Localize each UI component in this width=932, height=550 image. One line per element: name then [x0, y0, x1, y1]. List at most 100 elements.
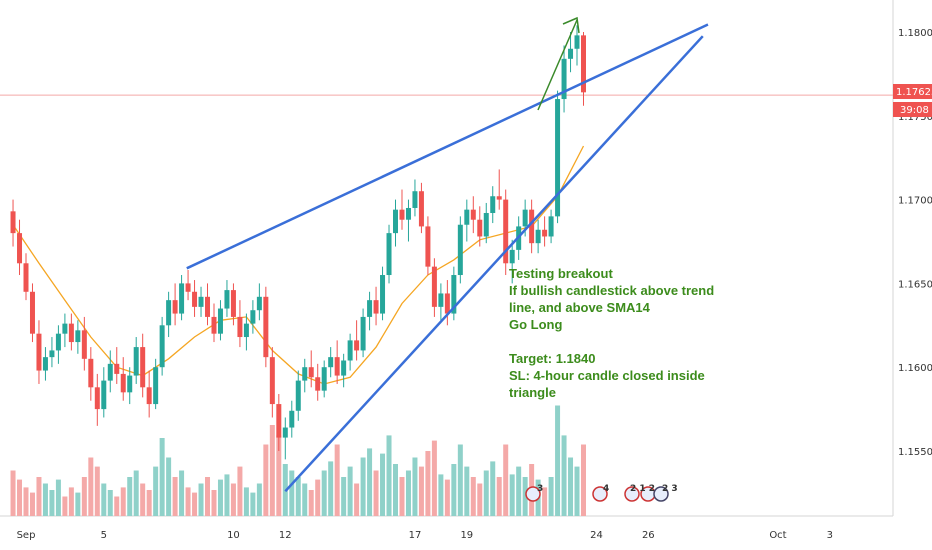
volume-bar [412, 457, 418, 516]
candle [101, 367, 107, 418]
volume-bar [107, 490, 113, 516]
volume-bar [120, 487, 126, 516]
event-badge-1[interactable]: 3 [525, 484, 543, 502]
candle [192, 280, 198, 317]
volume-bar [438, 474, 444, 516]
volume-bar [425, 451, 431, 516]
event-badge-2[interactable]: 4 [592, 484, 609, 502]
candle [555, 90, 561, 224]
volume-bar [133, 470, 139, 516]
candle [509, 239, 515, 284]
event-badge-3[interactable]: 2 1 2 [624, 484, 656, 502]
volume-bar [386, 435, 392, 516]
candle [490, 186, 496, 224]
candle [276, 394, 282, 451]
volume-bar [321, 470, 327, 516]
volume-bar [42, 483, 48, 516]
volume-bar [295, 477, 301, 516]
candle [243, 313, 249, 351]
annotation-line-8: triangle [509, 385, 556, 400]
volume-bar [159, 438, 165, 516]
candle [88, 347, 94, 401]
volume-bar [574, 466, 580, 516]
candle [568, 32, 574, 73]
volume-bar [555, 405, 561, 516]
volume-bar [509, 474, 515, 516]
candle [341, 353, 347, 388]
candle [120, 357, 126, 401]
candle [133, 337, 139, 384]
volume-bar [418, 466, 424, 516]
volume-bar [477, 483, 483, 516]
y-tick-label: 1.16500 [898, 279, 932, 290]
candle [140, 333, 146, 398]
volume-bar [81, 477, 87, 516]
breakout-arrow[interactable] [537, 16, 580, 111]
candle [185, 269, 191, 301]
candle [289, 400, 295, 438]
candle [483, 202, 489, 244]
candle [42, 347, 48, 381]
candle [561, 45, 567, 113]
candle [159, 316, 165, 376]
volume-bar [166, 457, 172, 516]
volume-bar [580, 444, 586, 516]
candle [146, 370, 152, 418]
candle [399, 189, 405, 230]
event-badge-2-count: 4 [603, 484, 609, 494]
candle [457, 216, 463, 284]
trendline[interactable] [284, 35, 704, 493]
annotation-line-6: Target: 1.1840 [509, 351, 595, 366]
candle [542, 216, 548, 247]
candle [62, 313, 68, 348]
candle [23, 253, 29, 301]
y-tick-label: 1.17500 [898, 112, 932, 123]
x-tick-label: 12 [279, 530, 292, 541]
volume-bar [457, 444, 463, 516]
volume-bar [263, 444, 269, 516]
volume-bar [347, 466, 353, 516]
candle [94, 373, 100, 426]
candle [334, 340, 340, 384]
volume-bar [49, 490, 55, 516]
volume-bar [542, 487, 548, 516]
volume-bar [470, 477, 476, 516]
y-tick-label: 1.16000 [898, 363, 932, 374]
volume-bars [10, 405, 586, 516]
volume-bar [360, 457, 366, 516]
candle [477, 206, 483, 247]
annotation-line-1: Testing breakout [509, 266, 613, 281]
volume-bar [269, 425, 275, 516]
volume-bar [17, 479, 23, 516]
x-tick-label: 17 [409, 530, 422, 541]
volume-bar [308, 490, 314, 516]
volume-bar [75, 492, 81, 516]
candle [256, 283, 262, 321]
candle [373, 286, 379, 326]
trendline[interactable] [186, 23, 709, 270]
candle [535, 219, 541, 254]
volume-bar [399, 477, 405, 516]
volume-bar [127, 477, 133, 516]
volume-bar [256, 483, 262, 516]
candle [49, 337, 55, 368]
volume-bar [23, 487, 29, 516]
trendlines[interactable] [186, 23, 709, 493]
candle [166, 291, 172, 338]
volume-bar [522, 477, 528, 516]
event-badges[interactable]: 3 4 2 1 2 2 3 [525, 484, 678, 502]
volume-bar [114, 496, 120, 516]
candle [29, 283, 35, 343]
volume-bar [10, 470, 16, 516]
candle [153, 358, 159, 410]
volume-bar [503, 444, 509, 516]
volume-bar [237, 466, 243, 516]
volume-bar [88, 457, 94, 516]
event-badge-4[interactable]: 2 3 [653, 484, 678, 502]
candle [17, 219, 23, 276]
volume-bar [94, 466, 100, 516]
volume-bar [464, 466, 470, 516]
